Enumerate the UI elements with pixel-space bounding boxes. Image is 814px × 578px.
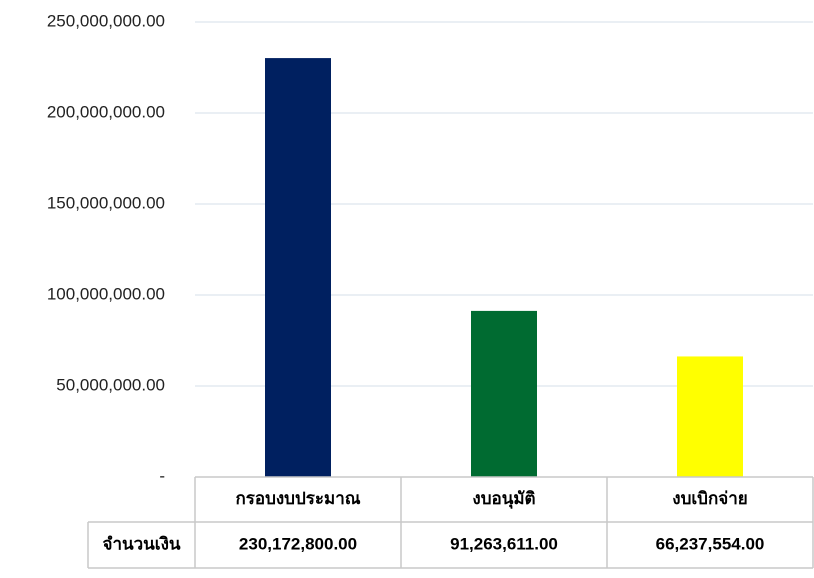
data-label: 66,237,554.00 <box>656 534 765 553</box>
x-tick-label: กรอบงบประมาณ <box>235 489 360 508</box>
bar <box>265 58 331 477</box>
y-tick-label: 100,000,000.00 <box>47 284 165 303</box>
legend-entry: จำนวนเงิน <box>102 534 180 553</box>
x-tick-label: งบอนุมัติ <box>472 489 535 509</box>
data-label: 230,172,800.00 <box>239 534 357 553</box>
x-tick-label: งบเบิกจ่าย <box>672 489 747 508</box>
bar <box>677 356 743 477</box>
y-tick-label: 50,000,000.00 <box>56 375 165 394</box>
bar <box>471 310 537 477</box>
data-label: 91,263,611.00 <box>450 534 558 553</box>
y-tick-label: - <box>159 466 165 485</box>
y-tick-label: 150,000,000.00 <box>47 193 165 212</box>
y-tick-label: 200,000,000.00 <box>47 102 165 121</box>
y-tick-label: 250,000,000.00 <box>47 11 165 30</box>
